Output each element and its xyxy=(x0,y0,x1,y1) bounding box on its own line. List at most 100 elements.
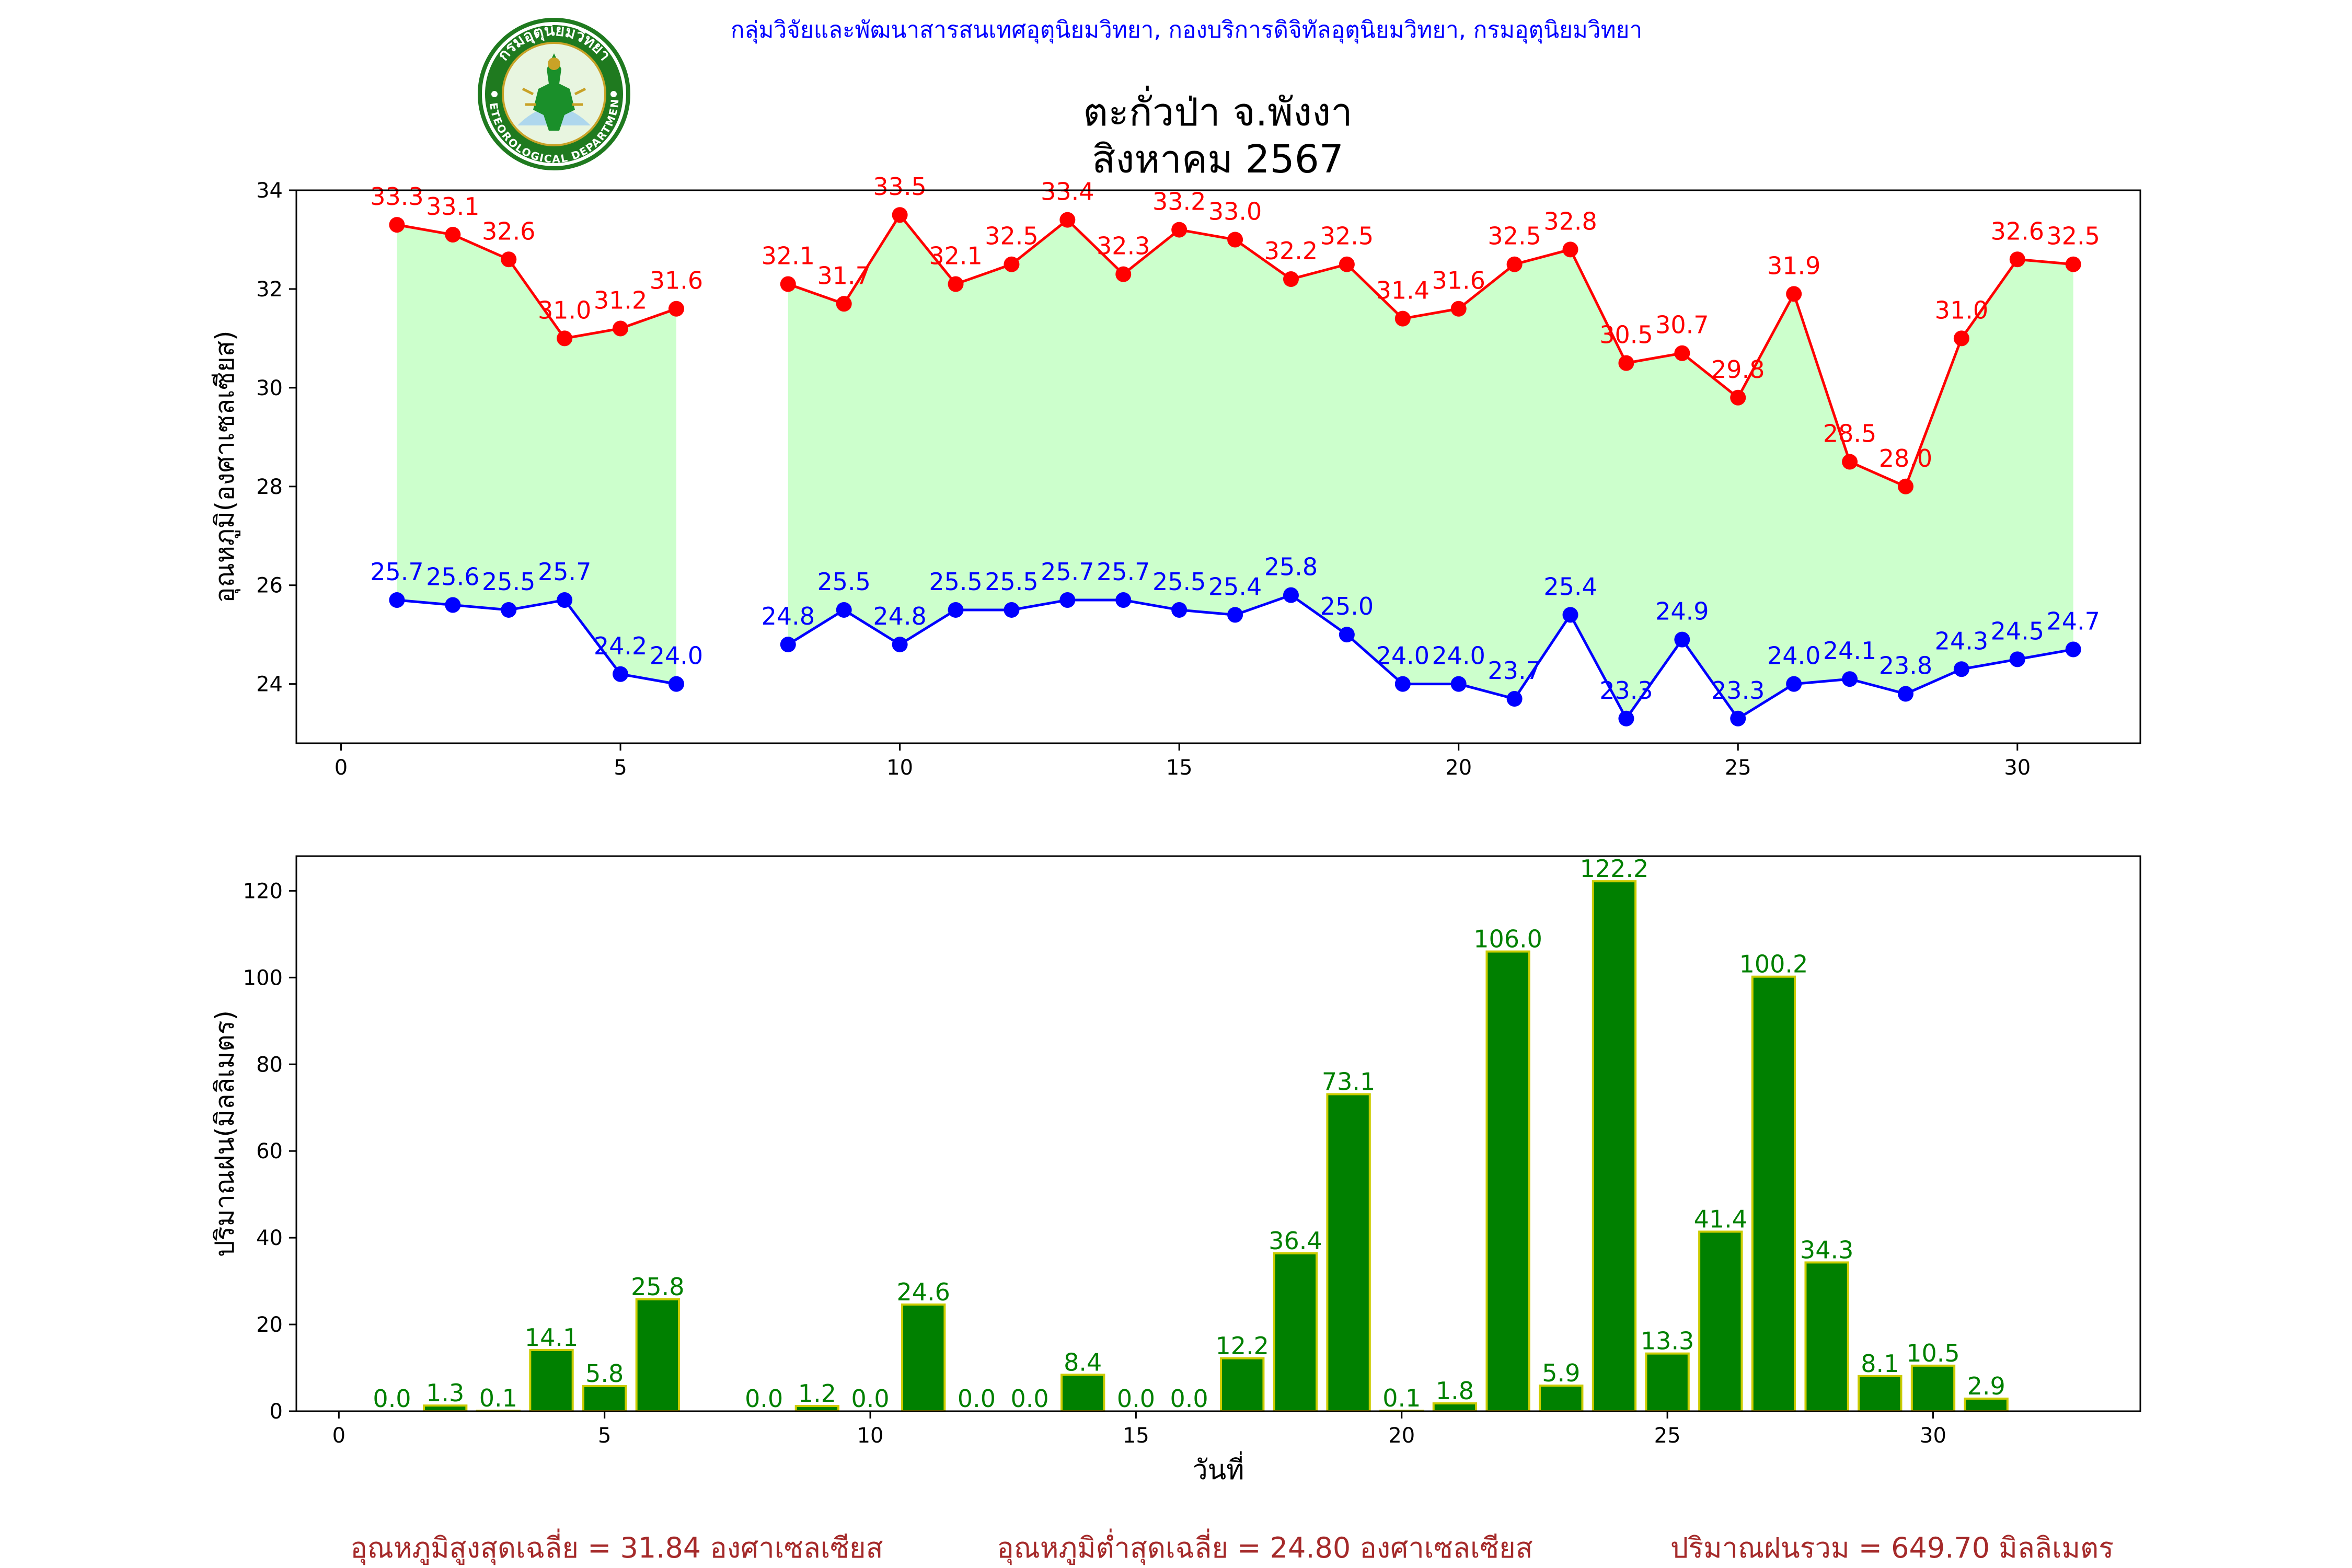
min-temperature-point xyxy=(1842,671,1858,687)
rainfall-label: 34.3 xyxy=(1800,1236,1853,1264)
max-temperature-point xyxy=(1059,212,1076,228)
max-temperature-line xyxy=(397,223,677,340)
max-temperature-point xyxy=(1171,222,1187,238)
x-axis-label: วันที่ xyxy=(1192,1451,1244,1486)
rainfall-label: 0.1 xyxy=(479,1384,517,1412)
rainfall-bar xyxy=(1645,1352,1690,1413)
rainfall-label: 0.0 xyxy=(1117,1385,1155,1413)
rainfall-label: 1.2 xyxy=(798,1379,836,1408)
rainfall-chart: 0.0 1.3 0.1 14.15.8 25.8 0.0 1.2 0.0 24.6 0.0 0.0 8… xyxy=(210,855,2141,1486)
max-temperature-point xyxy=(1897,478,1913,494)
max-temperature-point xyxy=(1842,454,1858,470)
rainfall-label: 8.4 xyxy=(1064,1348,1102,1376)
min-temperature-point xyxy=(557,592,573,608)
y-tick-label: 40 xyxy=(256,1226,283,1250)
max-temperature-point xyxy=(1115,266,1132,282)
x-tick-label: 15 xyxy=(1166,756,1193,780)
rainfall-label: 8.1 xyxy=(1861,1350,1899,1378)
rainfall-bar xyxy=(1060,1374,1105,1412)
x-tick-label: 0 xyxy=(332,1424,345,1448)
max-temperature-point xyxy=(836,296,852,312)
max-temperature-point xyxy=(1227,232,1243,248)
min-temperature-point xyxy=(1506,690,1523,707)
rainfall-bar xyxy=(1858,1375,1903,1413)
max-temperature-label: 31.0 xyxy=(538,296,591,324)
min-temperature-label: 23.3 xyxy=(1599,676,1653,705)
min-temperature-label: 25.5 xyxy=(817,568,870,596)
max-temperature-label: 32.8 xyxy=(1543,207,1597,235)
chart-title-station: ตะกั่วป่า จ.พังงา xyxy=(1083,85,1353,135)
max-temperature-label: 32.6 xyxy=(1991,217,2044,245)
max-temperature-label: 32.1 xyxy=(762,241,815,270)
max-temperature-point xyxy=(389,217,405,233)
min-temperature-point xyxy=(389,592,405,608)
x-tick-label: 30 xyxy=(1920,1424,1946,1448)
min-temperature-label: 25.7 xyxy=(1041,558,1094,586)
max-temperature-point xyxy=(1283,271,1299,287)
min-temperature-point xyxy=(1115,592,1132,608)
y-tick-label: 24 xyxy=(256,673,283,697)
min-temperature-point xyxy=(1897,686,1913,702)
max-temperature-line xyxy=(787,212,2073,489)
y-tick-label: 60 xyxy=(256,1139,283,1163)
min-temperature-label: 24.0 xyxy=(1767,642,1820,670)
max-temperature-label: 31.6 xyxy=(1432,267,1485,295)
min-temperature-point xyxy=(892,637,908,653)
max-temperature-point xyxy=(1618,355,1634,371)
rainfall-label: 12.2 xyxy=(1216,1332,1269,1360)
rainfall-bar xyxy=(1698,1230,1743,1412)
min-temperature-point xyxy=(1171,602,1187,618)
max-temperature-point xyxy=(1786,286,1802,302)
x-tick-label: 20 xyxy=(1445,756,1472,780)
x-tick-label: 10 xyxy=(857,1424,884,1448)
min-temperature-point xyxy=(1562,607,1578,623)
y-tick-label: 26 xyxy=(256,574,283,598)
min-temperature-point xyxy=(1059,592,1076,608)
min-temperature-label: 24.3 xyxy=(1935,627,1988,655)
footer-avg-max: อุณหภูมิสูงสุดเฉลี่ย = 31.84 องศาเซลเซีย… xyxy=(350,1528,883,1565)
min-temperature-label: 25.5 xyxy=(482,568,535,596)
y-tick-label: 28 xyxy=(256,475,283,499)
y-tick-label: 100 xyxy=(243,966,283,990)
min-temperature-label: 25.7 xyxy=(370,558,423,586)
max-temperature-label: 31.7 xyxy=(817,261,870,290)
rainfall-label: 13.3 xyxy=(1641,1327,1694,1355)
temperature-range-fill xyxy=(397,225,676,684)
max-temperature-point xyxy=(1953,330,1969,347)
rainfall-label: 0.0 xyxy=(851,1385,889,1413)
rainfall-label: 100.2 xyxy=(1739,950,1808,978)
max-temperature-label: 29.8 xyxy=(1711,355,1765,384)
max-temperature-point xyxy=(1339,256,1355,272)
max-temperature-point xyxy=(1394,310,1411,327)
min-temperature-label: 24.9 xyxy=(1655,597,1709,626)
min-temperature-point xyxy=(1450,676,1467,692)
rainfall-label: 0.0 xyxy=(1010,1385,1048,1413)
y-tick-label: 20 xyxy=(256,1313,283,1337)
min-temperature-point xyxy=(1786,676,1802,692)
rainfall-label: 5.8 xyxy=(585,1359,624,1388)
max-temperature-point xyxy=(1730,389,1746,406)
footer-total-rain: ปริมาณฝนรวม = 649.70 มิลลิเมตร xyxy=(1670,1531,2114,1564)
max-temperature-label: 33.2 xyxy=(1152,188,1206,216)
rainfall-bar xyxy=(1964,1397,2009,1412)
max-temperature-point xyxy=(501,251,517,268)
y-tick-label: 120 xyxy=(243,879,283,903)
x-tick-label: 5 xyxy=(598,1424,611,1448)
min-temperature-label: 25.7 xyxy=(538,558,591,586)
x-tick-label: 0 xyxy=(335,756,348,780)
rainfall-bar xyxy=(1751,975,1796,1412)
min-temperature-label: 24.1 xyxy=(1823,637,1876,665)
max-temperature-label: 32.1 xyxy=(929,241,982,270)
rainfall-label: 1.8 xyxy=(1436,1377,1474,1405)
rainfall-label: 24.6 xyxy=(897,1278,950,1306)
x-tick-label: 15 xyxy=(1123,1424,1149,1448)
min-temperature-label: 24.0 xyxy=(1432,642,1485,670)
min-temperature-label: 24.0 xyxy=(1376,642,1429,670)
max-temperature-label: 28.0 xyxy=(1879,444,1932,472)
y-tick-label: 32 xyxy=(256,278,283,302)
min-temperature-point xyxy=(1730,710,1746,727)
y-axis-label: อุณหภูมิ(องศาเซลเซียส) xyxy=(210,330,240,603)
min-temperature-point xyxy=(501,602,517,618)
max-temperature-label: 31.9 xyxy=(1767,251,1820,280)
